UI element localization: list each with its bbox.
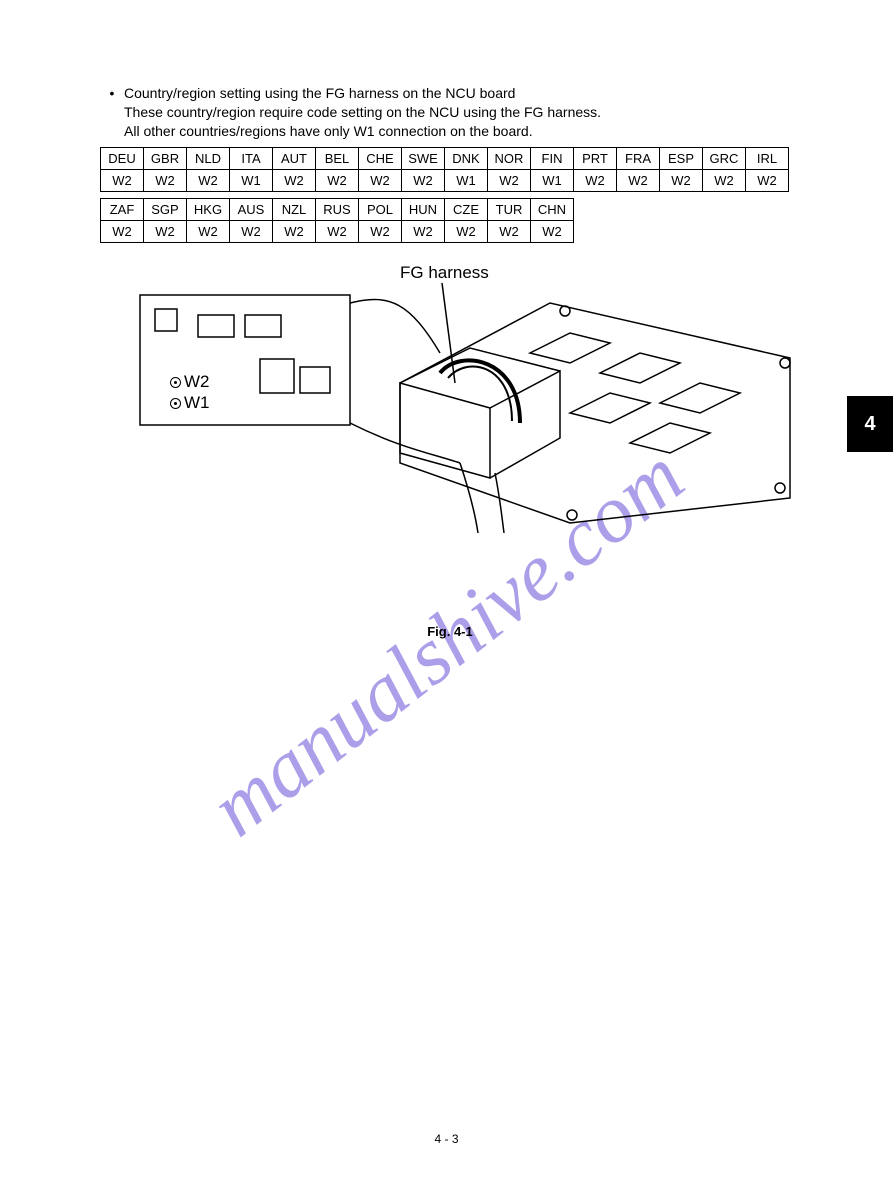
bullet-dot: • [100,84,124,103]
cell: W2 [101,169,144,191]
cell: BEL [316,147,359,169]
figure-area: FG harness W2 W1 [100,263,800,533]
cell: AUS [230,198,273,220]
cell: NZL [273,198,316,220]
cell: PRT [574,147,617,169]
cell: W2 [359,220,402,242]
table-row: W2 W2 W2 W1 W2 W2 W2 W2 W1 W2 W1 W2 W2 W… [101,169,789,191]
cell: DEU [101,147,144,169]
table-row: ZAF SGP HKG AUS NZL RUS POL HUN CZE TUR … [101,198,574,220]
cell: NOR [488,147,531,169]
cell: RUS [316,198,359,220]
cell: W2 [746,169,789,191]
cell: W2 [445,220,488,242]
cell: GRC [703,147,746,169]
cell: NLD [187,147,230,169]
bullet-line2: These country/region require code settin… [100,103,800,122]
cell: W2 [617,169,660,191]
cell: W2 [531,220,574,242]
cell: CZE [445,198,488,220]
cell: W1 [230,169,273,191]
table-row: DEU GBR NLD ITA AUT BEL CHE SWE DNK NOR … [101,147,789,169]
cell: POL [359,198,402,220]
cell: W2 [187,169,230,191]
cell: FIN [531,147,574,169]
cell: W2 [402,220,445,242]
page-number: 4 - 3 [0,1132,893,1146]
cell: ZAF [101,198,144,220]
cell: W2 [574,169,617,191]
bullet-block: • Country/region setting using the FG ha… [100,84,800,141]
table-1: DEU GBR NLD ITA AUT BEL CHE SWE DNK NOR … [100,147,789,192]
table-row: W2 W2 W2 W2 W2 W2 W2 W2 W2 W2 W2 [101,220,574,242]
diagram-svg [100,263,800,533]
cell: W2 [316,220,359,242]
bullet-title: Country/region setting using the FG harn… [124,84,800,103]
cell: HKG [187,198,230,220]
cell: FRA [617,147,660,169]
cell: W1 [531,169,574,191]
cell: W2 [144,220,187,242]
cell: W2 [402,169,445,191]
cell: W2 [273,169,316,191]
cell: DNK [445,147,488,169]
cell: CHE [359,147,402,169]
cell: W2 [273,220,316,242]
cell: W2 [660,169,703,191]
cell: HUN [402,198,445,220]
cell: W2 [101,220,144,242]
table-2: ZAF SGP HKG AUS NZL RUS POL HUN CZE TUR … [100,198,574,243]
cell: TUR [488,198,531,220]
cell: W1 [445,169,488,191]
page-content: • Country/region setting using the FG ha… [100,84,800,533]
cell: W2 [230,220,273,242]
cell: W2 [488,220,531,242]
cell: W2 [144,169,187,191]
cell: CHN [531,198,574,220]
cell: W2 [359,169,402,191]
cell: W2 [316,169,359,191]
figure-caption: Fig. 4-1 [100,624,800,639]
cell: W2 [187,220,230,242]
cell: ITA [230,147,273,169]
cell: SGP [144,198,187,220]
cell: W2 [703,169,746,191]
cell: IRL [746,147,789,169]
chapter-tab: 4 [847,396,893,452]
cell: W2 [488,169,531,191]
bullet-line3: All other countries/regions have only W1… [100,122,800,141]
cell: AUT [273,147,316,169]
cell: ESP [660,147,703,169]
cell: GBR [144,147,187,169]
cell: SWE [402,147,445,169]
